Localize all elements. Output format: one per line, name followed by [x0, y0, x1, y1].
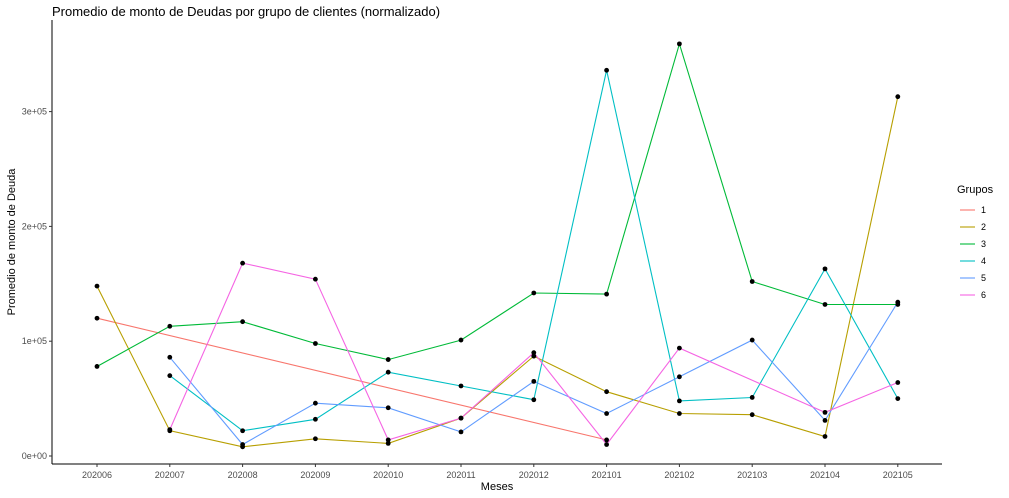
data-point-2	[385, 440, 391, 446]
series-line-3	[96, 41, 898, 367]
series-lines	[96, 41, 899, 448]
x-tick-label: 202010	[373, 470, 403, 480]
legend-items: 1 2 3 4 5 6	[960, 205, 986, 300]
legend-label-1: 1	[981, 205, 986, 215]
data-point-3	[677, 41, 682, 47]
x-tick-label: 202101	[592, 470, 622, 480]
data-point-4	[677, 398, 682, 404]
data-point-6	[895, 380, 901, 385]
data-point-5	[895, 299, 901, 305]
data-point-4	[822, 266, 828, 272]
data-point-3	[604, 291, 609, 297]
x-tick-label: 202102	[664, 470, 694, 480]
data-point-4	[531, 397, 537, 403]
data-point-4	[604, 67, 609, 73]
x-tick-label: 202012	[519, 470, 549, 480]
data-point-5	[458, 429, 464, 435]
data-point-5	[677, 374, 682, 380]
data-point-5	[531, 378, 537, 384]
series-line-2	[96, 96, 899, 448]
legend: Grupos 1 2 3 4 5 6	[957, 184, 994, 300]
data-point-3	[385, 357, 391, 362]
data-point-2	[313, 436, 318, 442]
data-point-3	[458, 337, 464, 343]
legend-label-2: 2	[981, 222, 986, 232]
data-point-3	[94, 364, 100, 369]
data-point-3	[240, 319, 246, 325]
x-tick-label: 202105	[883, 470, 913, 480]
data-point-6	[822, 409, 828, 415]
data-point-4	[167, 373, 173, 379]
data-point-2	[531, 353, 537, 359]
data-point-2	[895, 94, 901, 100]
data-points	[94, 41, 901, 450]
data-point-1	[604, 437, 609, 443]
y-axis-title: Promedio de monto de Deuda	[6, 168, 18, 316]
data-point-6	[458, 415, 464, 421]
data-point-2	[677, 411, 682, 416]
x-tick-label: 202103	[737, 470, 767, 480]
x-tick-label: 202007	[155, 470, 185, 480]
legend-label-3: 3	[981, 239, 986, 249]
data-point-5	[167, 354, 173, 360]
data-point-6	[677, 345, 682, 351]
x-tick-label: 202008	[228, 470, 258, 480]
data-point-6	[531, 350, 537, 356]
data-point-6	[385, 437, 391, 443]
data-point-5	[385, 405, 391, 411]
series-line-6	[169, 262, 899, 446]
data-point-2	[604, 389, 609, 395]
data-point-5	[749, 337, 755, 343]
legend-label-4: 4	[981, 256, 986, 266]
data-point-4	[240, 428, 246, 434]
series-line-1	[96, 317, 607, 441]
data-point-5	[604, 411, 609, 416]
data-point-6	[167, 427, 173, 432]
legend-label-5: 5	[981, 273, 986, 283]
data-point-1	[94, 315, 100, 321]
y-tick-label: 3e+05	[22, 107, 47, 117]
data-point-4	[895, 396, 901, 401]
series-line-5	[169, 301, 899, 446]
data-point-3	[167, 323, 173, 329]
x-tick-label: 202011	[446, 470, 475, 480]
series-line-4	[169, 70, 899, 432]
y-tick-label: 2e+05	[22, 221, 47, 231]
data-point-6	[313, 276, 318, 282]
y-tick-label: 1e+05	[22, 336, 47, 346]
data-point-3	[822, 302, 828, 307]
data-point-5	[240, 442, 246, 447]
x-tick-label: 202104	[810, 470, 840, 480]
chart-title: Promedio de monto de Deudas por grupo de…	[52, 4, 440, 19]
data-point-6	[240, 260, 246, 266]
data-point-3	[531, 290, 537, 296]
y-axis-ticks: 0e+00 1e+05 2e+05 3e+05	[22, 107, 52, 461]
x-axis-ticks: 202006 202007 202008 202009 202010 202011 2020…	[82, 464, 913, 480]
data-point-5	[313, 400, 318, 406]
data-point-4	[385, 369, 391, 375]
x-tick-label: 202009	[300, 470, 330, 480]
x-axis-title: Meses	[481, 481, 514, 493]
legend-label-6: 6	[981, 290, 986, 300]
y-tick-label: 0e+00	[22, 451, 47, 461]
data-point-5	[822, 418, 828, 423]
data-point-2	[822, 434, 828, 439]
legend-title: Grupos	[957, 184, 994, 196]
data-point-6	[604, 442, 609, 447]
data-point-2	[94, 283, 100, 289]
data-point-4	[313, 416, 318, 422]
data-point-4	[749, 395, 755, 400]
data-point-4	[458, 383, 464, 389]
data-point-3	[313, 341, 318, 346]
data-point-3	[749, 279, 755, 284]
data-point-2	[749, 412, 755, 418]
x-tick-label: 202006	[82, 470, 112, 480]
